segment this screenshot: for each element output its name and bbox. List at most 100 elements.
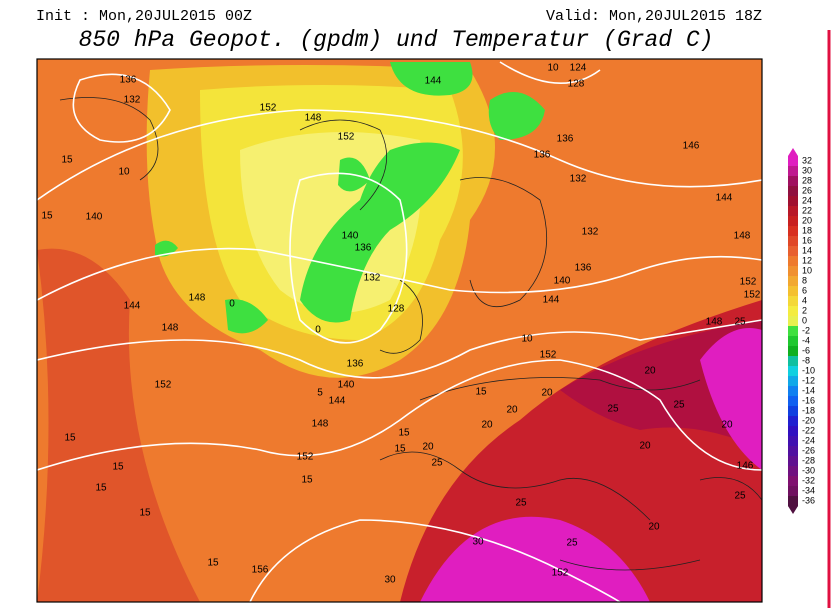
colorbar-label: -30 (802, 465, 815, 475)
contour-label: 25 (566, 538, 578, 549)
contour-label: 15 (64, 433, 76, 444)
contour-label: 152 (744, 290, 761, 301)
contour-label: 5 (317, 388, 323, 399)
contour-label: 15 (398, 428, 410, 439)
colorbar-swatch (788, 316, 798, 327)
colorbar-label: 22 (802, 205, 812, 215)
colorbar-swatch (788, 326, 798, 337)
contour-label: 144 (425, 76, 442, 87)
contour-label: 136 (120, 75, 137, 86)
contour-label: 144 (329, 396, 346, 407)
colorbar-swatch (788, 186, 798, 197)
colorbar-swatch (788, 406, 798, 417)
colorbar-swatch (788, 266, 798, 277)
colorbar-label: 30 (802, 165, 812, 175)
contour-label: 10 (118, 167, 130, 178)
contour-label: 140 (338, 380, 355, 391)
contour-label: 148 (305, 113, 322, 124)
colorbar-swatch (788, 216, 798, 227)
valid-time: Valid: Mon,20JUL2015 18Z (546, 8, 762, 25)
contour-label: 0 (315, 325, 321, 336)
contour-label: 25 (734, 491, 746, 502)
contour-label: 15 (301, 475, 313, 486)
contour-label: 30 (384, 575, 396, 586)
contour-label: 136 (534, 150, 551, 161)
colorbar-label: -16 (802, 395, 815, 405)
colorbar-label: 12 (802, 255, 812, 265)
colorbar-label: -14 (802, 385, 815, 395)
contour-label: 15 (394, 444, 406, 455)
contour-label: 25 (515, 498, 527, 509)
contour-label: 20 (541, 388, 553, 399)
contour-label: 15 (112, 462, 124, 473)
colorbar-swatch (788, 246, 798, 257)
contour-label: 10 (521, 334, 533, 345)
colorbar-swatch (788, 226, 798, 237)
colorbar-swatch (788, 346, 798, 357)
contour-label: 15 (95, 483, 107, 494)
colorbar-label: -20 (802, 415, 815, 425)
colorbar-swatch (788, 236, 798, 247)
colorbar-swatch (788, 486, 798, 497)
contour-label: 15 (41, 211, 53, 222)
contour-label: 20 (639, 441, 651, 452)
colorbar-swatch (788, 496, 798, 507)
colorbar-cap (788, 148, 798, 156)
contour-label: 25 (607, 404, 619, 415)
contour-label: 146 (683, 141, 700, 152)
contour-label: 132 (124, 95, 141, 106)
contour-label: 152 (540, 350, 557, 361)
colorbar-swatch (788, 366, 798, 377)
contour-label: 136 (575, 263, 592, 274)
colorbar-swatch (788, 356, 798, 367)
contour-label: 148 (312, 419, 329, 430)
colorbar-label: 4 (802, 295, 807, 305)
contour-label: 132 (364, 273, 381, 284)
colorbar-swatch (788, 286, 798, 297)
colorbar-label: 10 (802, 265, 812, 275)
contour-label: 15 (207, 558, 219, 569)
colorbar-label: 24 (802, 195, 812, 205)
colorbar-label: -6 (802, 345, 810, 355)
contour-label: 140 (342, 231, 359, 242)
contour-label: 156 (252, 565, 269, 576)
contour-label: 25 (734, 317, 746, 328)
colorbar-label: -22 (802, 425, 815, 435)
colorbar-label: 2 (802, 305, 807, 315)
contour-label: 148 (189, 293, 206, 304)
colorbar-swatch (788, 386, 798, 397)
colorbar-label: 14 (802, 245, 812, 255)
colorbar-label: -24 (802, 435, 815, 445)
colorbar-label: 32 (802, 155, 812, 165)
contour-label: 152 (338, 132, 355, 143)
colorbar-label: -12 (802, 375, 815, 385)
contour-label: 15 (139, 508, 151, 519)
contour-label: 25 (431, 458, 443, 469)
contour-label: 10 (547, 63, 559, 74)
colorbar-swatch (788, 456, 798, 467)
contour-label: 144 (543, 295, 560, 306)
colorbar-label: -8 (802, 355, 810, 365)
contour-label: 146 (737, 461, 754, 472)
contour-label: 132 (570, 174, 587, 185)
colorbar-swatch (788, 166, 798, 177)
contour-label: 152 (297, 452, 314, 463)
colorbar-swatch (788, 296, 798, 307)
colorbar-swatch (788, 276, 798, 287)
contour-label: 20 (648, 522, 660, 533)
colorbar-swatch (788, 446, 798, 457)
colorbar-label: 8 (802, 275, 807, 285)
contour-label: 128 (568, 79, 585, 90)
colorbar-label: -26 (802, 445, 815, 455)
contour-label: 144 (124, 301, 141, 312)
contour-label: 20 (422, 442, 434, 453)
colorbar-swatch (788, 256, 798, 267)
contour-label: 20 (481, 420, 493, 431)
colorbar-label: -28 (802, 455, 815, 465)
contour-label: 15 (475, 387, 487, 398)
colorbar-swatch (788, 396, 798, 407)
contour-label: 152 (260, 103, 277, 114)
colorbar-swatch (788, 466, 798, 477)
